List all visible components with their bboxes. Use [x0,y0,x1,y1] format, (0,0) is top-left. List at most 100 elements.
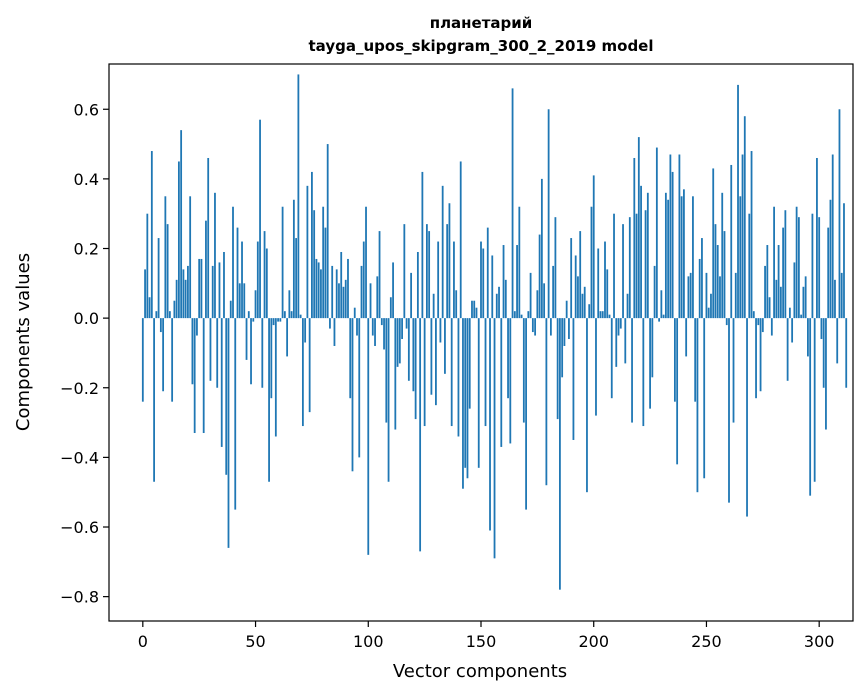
bar [549,318,552,336]
bar [146,213,149,319]
bar [502,245,505,319]
bar [504,279,507,319]
bar [773,206,775,319]
bar [338,283,340,319]
bar [825,318,827,430]
bar [777,245,780,319]
bar [513,311,516,319]
bar [622,224,624,319]
bar [477,318,480,468]
bar [635,213,638,319]
bar [608,314,611,319]
bar [732,318,735,423]
bar [196,318,198,336]
bar [565,300,568,319]
bar [802,286,805,319]
bar [198,258,201,319]
bar [283,311,286,319]
bar [831,154,834,319]
bar [507,318,509,399]
bar [651,318,654,378]
y-tick-label: 0.2 [74,240,99,259]
bar [254,290,257,319]
bar [306,185,309,319]
bar [655,147,658,319]
bar [658,318,661,322]
bar [371,318,374,336]
bar [444,318,446,374]
bar [613,213,615,319]
bar [642,318,645,427]
bar [229,300,232,319]
bar [730,164,733,319]
bar [797,217,800,319]
bar [311,171,313,319]
bar [743,116,746,319]
bar [559,318,561,590]
bar [714,224,717,319]
bar [389,297,392,319]
bar [775,279,778,319]
bar [807,318,809,357]
bar [707,307,710,319]
bar [299,314,302,319]
x-tick-label: 150 [466,632,497,651]
y-tick-label: −0.4 [60,448,99,467]
x-axis-ticks: 0 50 100 150 200 250 300 [138,621,834,651]
bar [595,318,597,416]
bar [489,318,491,531]
bar [764,265,766,319]
bar [256,241,259,319]
bar [734,272,737,319]
bar [238,283,241,319]
bar [353,307,356,319]
bar [439,318,442,343]
bar [687,276,690,319]
bar [791,318,794,343]
bar [277,318,279,322]
bar [804,276,807,319]
bar [768,297,771,319]
bar [358,318,361,458]
bar [599,311,602,319]
bar [261,318,264,388]
bar [516,245,518,319]
bar [673,318,676,402]
bar [601,311,604,319]
bar [531,318,534,333]
bar [784,210,787,319]
bar [155,311,158,319]
bar [696,318,699,493]
y-tick-label: −0.6 [60,518,99,537]
bar [159,318,162,333]
bar [268,318,270,482]
bar [705,272,708,319]
bar [667,199,670,319]
bar [141,318,144,402]
bar [171,318,174,402]
bar [741,154,744,319]
bar [166,224,169,319]
bar [351,318,354,472]
bar [435,318,437,406]
bar [581,293,584,319]
bar [646,192,649,319]
bar [410,272,413,319]
bar [457,318,460,437]
bar [692,196,694,319]
bar [220,318,223,447]
bar [698,258,701,319]
bar [157,238,160,319]
bar [241,241,243,319]
bar [554,217,557,319]
bar [177,161,180,319]
bar [414,318,417,420]
bar [615,318,618,367]
bar [845,318,848,388]
bar [522,318,525,423]
bar [811,213,814,319]
bar [430,318,433,395]
bar [175,279,178,319]
